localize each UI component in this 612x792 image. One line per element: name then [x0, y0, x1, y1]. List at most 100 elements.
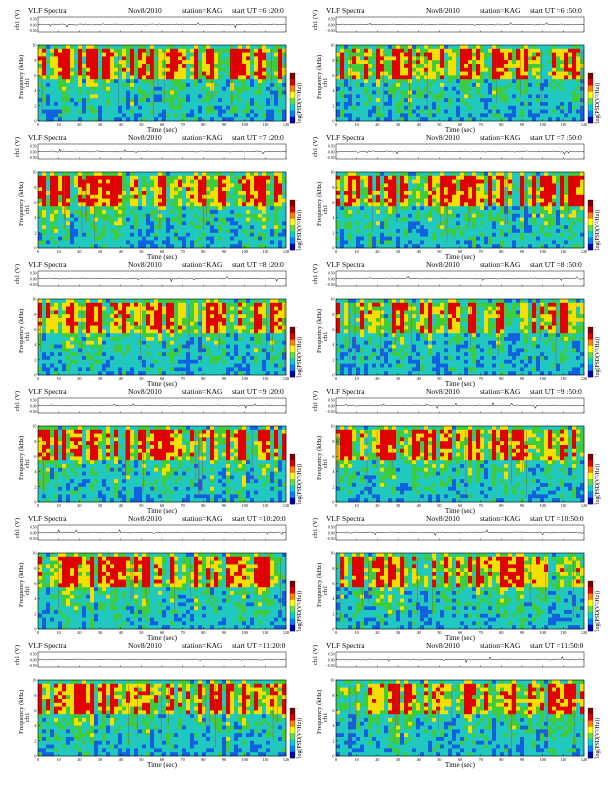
time-tick-label: 80 [201, 630, 205, 635]
frequency-tick-label: 8 [34, 185, 36, 190]
start-label: start UT = [530, 641, 561, 650]
panel-plot: ch1 (V) 0.500.00 -0.50 0 2 4 6 8 10 Frequency (kH… [14, 264, 303, 388]
time-tick-label: 100 [540, 757, 546, 762]
time-tick-label: 60 [160, 503, 164, 508]
time-tick-label: 50 [437, 757, 441, 762]
time-tick-label: 30 [396, 122, 400, 127]
ch1-tick-label: -0.50 [327, 29, 335, 33]
ch1-tick-label: -0.50 [29, 156, 37, 160]
time-tick-label: 60 [160, 757, 164, 762]
ch1-tick-label: -0.50 [29, 537, 37, 541]
ch1-tick-label: 0.50 [328, 653, 335, 657]
time-tick-label: 110 [560, 757, 566, 762]
time-tick-label: 120 [581, 249, 587, 254]
frequency-tick-label: 6 [34, 581, 36, 586]
frequency-tick-label: 8 [34, 312, 36, 317]
start-label: start UT = [232, 133, 263, 142]
ch1-channel-label: ch1 [322, 205, 329, 214]
time-tick-label: 110 [560, 630, 566, 635]
frequency-tick-label: 4 [34, 88, 37, 93]
ch1-trace [37, 148, 287, 155]
header-station: station=KAG [480, 260, 521, 269]
frequency-tick-label: 2 [34, 357, 36, 362]
panel-plot: ch1 (V) 0.500.00 -0.50 0 2 4 6 8 10 Frequency (kH… [14, 391, 303, 515]
spectrogram-cells [38, 299, 287, 376]
frequency-tick-label: 6 [332, 708, 334, 713]
time-tick-label: 80 [201, 249, 205, 254]
time-axis-label: Time (sec) [445, 380, 476, 388]
header-title: VLF Spectra [28, 6, 67, 15]
ch1-axis-label: ch1 (V) [312, 391, 319, 411]
time-tick-label: 50 [437, 122, 441, 127]
frequency-tick-label: 10 [32, 678, 36, 683]
header-title: VLF Spectra [326, 260, 365, 269]
ch1-tick-label: 0.00 [328, 23, 335, 27]
colorbar-tick-label: - [595, 375, 597, 380]
frequency-tick-label: 4 [332, 342, 335, 347]
time-tick-label: 20 [77, 757, 81, 762]
spectrogram-cells [38, 172, 287, 249]
frequency-tick-label: 4 [34, 723, 37, 728]
header-date: Nov8/2010 [426, 260, 460, 269]
time-tick-label: 100 [242, 249, 248, 254]
time-tick-label: 100 [242, 122, 248, 127]
spectrogram-panel-12: VLF Spectra Nov8/2010 station=KAG start UT … [312, 641, 601, 770]
time-tick-label: 80 [201, 122, 205, 127]
panel-plot: ch1 (V) 0.500.00 -0.50 0 2 4 6 8 10 Frequency (kH… [312, 645, 601, 769]
start-time-value: 9 :20:0 [262, 387, 284, 396]
spectrogram-cells [38, 426, 287, 503]
header-date: Nov8/2010 [128, 260, 162, 269]
ch1-trace [37, 528, 287, 536]
header-title: VLF Spectra [326, 641, 365, 650]
colorbar-tick-label: - [595, 739, 597, 744]
ch1-trace [335, 401, 585, 410]
time-tick-label: 60 [458, 249, 462, 254]
ch1-channel-label: ch1 [322, 332, 329, 341]
time-tick-label: 70 [479, 122, 483, 127]
panel-plot: ch1 (V) 0.500.00 -0.50 0 2 4 6 8 10 Frequency (kH… [14, 137, 303, 261]
frequency-tick-label: 2 [34, 484, 36, 489]
colorbar-tick-label: - [297, 342, 299, 347]
time-tick-label: 70 [479, 249, 483, 254]
frequency-tick-label: 0 [34, 119, 36, 124]
spectrogram-cells [38, 553, 287, 630]
frequency-axis-label: Frequency (kHz) [316, 436, 323, 480]
time-tick-label: 80 [499, 630, 503, 635]
ch1-tick-label: -0.50 [29, 664, 37, 668]
frequency-tick-label: 10 [32, 424, 36, 429]
frequency-axis-label: Frequency (kHz) [18, 182, 25, 226]
time-tick-label: 50 [437, 376, 441, 381]
time-tick-label: 120 [283, 376, 289, 381]
time-tick-label: 100 [242, 630, 248, 635]
start-time-value: 6 :20:0 [262, 6, 284, 15]
frequency-tick-label: 4 [34, 596, 37, 601]
frequency-axis-label: Frequency (kHz) [316, 55, 323, 99]
time-tick-label: 20 [375, 376, 379, 381]
ch1-tick-label: 0.00 [328, 277, 335, 281]
ch1-tick-label: 0.00 [328, 150, 335, 154]
frequency-tick-label: 6 [34, 454, 36, 459]
ch1-tick-label: 0.00 [30, 277, 37, 281]
start-label: start UT = [530, 133, 561, 142]
colorbar [289, 707, 296, 759]
time-tick-label: 20 [375, 122, 379, 127]
header-start-time: start UT =9 :50:0 [530, 388, 582, 396]
time-tick-label: 20 [375, 630, 379, 635]
header-station: station=KAG [182, 6, 223, 15]
frequency-tick-label: 10 [32, 297, 36, 302]
time-tick-label: 40 [417, 503, 421, 508]
frequency-tick-label: 8 [332, 566, 334, 571]
colorbar-tick-label: - [297, 739, 299, 744]
time-axis-label: Time (sec) [147, 634, 178, 642]
ch1-axis-label: ch1 (V) [14, 264, 21, 284]
time-tick-label: 20 [77, 122, 81, 127]
ch1-trace [335, 22, 585, 27]
colorbar [289, 199, 296, 251]
ch1-trace [37, 658, 287, 662]
ch1-tick-label: 0.50 [328, 272, 335, 276]
time-tick-label: 110 [262, 503, 268, 508]
time-tick-label: 90 [222, 757, 226, 762]
time-tick-label: 50 [437, 249, 441, 254]
colorbar [587, 72, 594, 124]
header-start-time: start UT =6 :50:0 [530, 7, 582, 15]
